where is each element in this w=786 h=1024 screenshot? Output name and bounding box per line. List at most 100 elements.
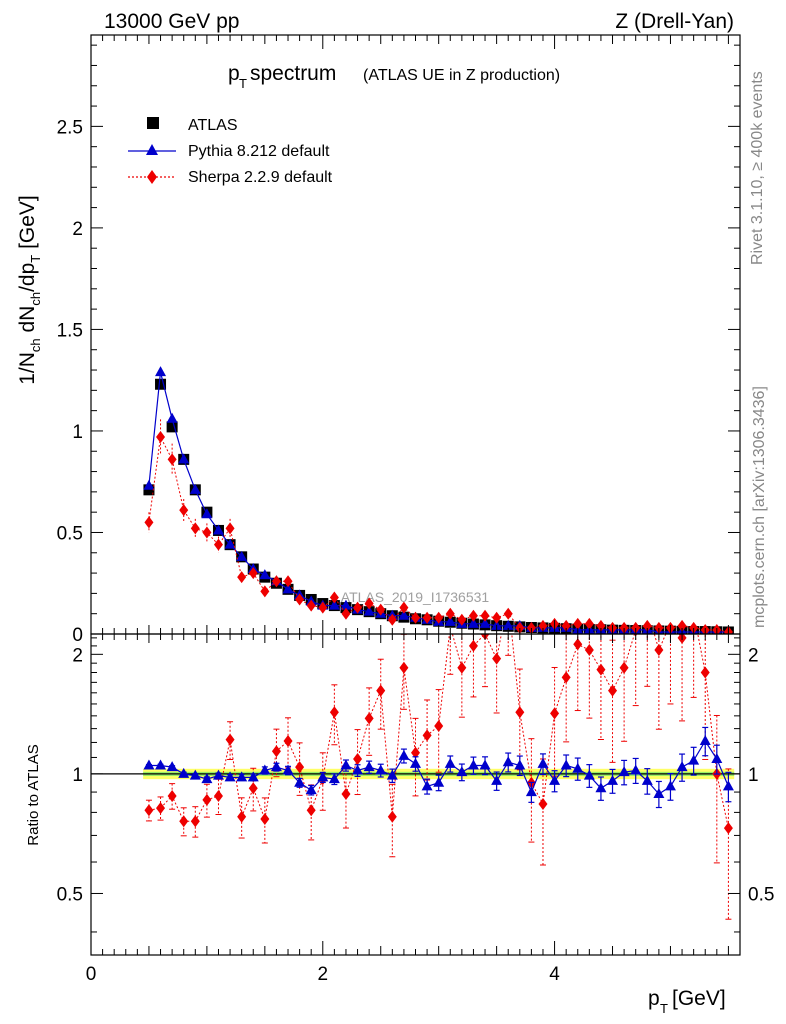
ratio-tick-label-right: 1: [748, 765, 759, 786]
atlas-point: [143, 484, 155, 496]
pythia-ratio-point: [525, 786, 537, 797]
pythia-ratio-point: [456, 766, 468, 777]
pythia-ratio-point: [514, 759, 526, 770]
svg-text:p: p: [228, 62, 240, 85]
sherpa-ratio-point: [538, 797, 548, 810]
sherpa-ratio-point: [387, 810, 397, 823]
sherpa-ratio-point: [237, 810, 247, 823]
atlas-point: [166, 421, 178, 433]
sherpa-ratio-point: [190, 815, 200, 828]
sherpa-ratio-point: [608, 684, 618, 697]
sherpa-point: [411, 611, 420, 624]
pythia-ratio-point: [270, 761, 282, 772]
pythia-ratio-point: [607, 774, 619, 785]
pythia-ratio-point: [155, 759, 167, 770]
pythia-ratio-point: [236, 771, 248, 782]
x-tick-label: 2: [317, 964, 328, 985]
sherpa-point: [515, 621, 525, 634]
sherpa-ratio-point: [723, 822, 733, 835]
sherpa-point: [526, 621, 536, 634]
sherpa-point: [631, 621, 641, 634]
sherpa-point: [492, 611, 502, 624]
y-axis-label: 1/Nch dNch/dpT [GeV]: [16, 195, 43, 385]
sherpa-point: [573, 617, 583, 630]
pythia-ratio-point: [641, 774, 653, 785]
svg-text:[GeV]: [GeV]: [672, 987, 726, 1010]
sherpa-ratio-point: [225, 733, 235, 746]
sherpa-ratio-point: [353, 753, 363, 766]
pythia-point: [398, 609, 410, 620]
sherpa-point: [422, 611, 432, 624]
sherpa-point: [619, 621, 629, 634]
pythia-point: [259, 569, 271, 580]
pythia-ratio-point: [386, 769, 398, 780]
x-axis-label: p T [GeV]: [648, 987, 726, 1016]
sherpa-point: [689, 621, 699, 634]
sherpa-ratio-point: [515, 706, 525, 719]
sherpa-point: [353, 601, 363, 614]
sherpa-point: [202, 526, 212, 539]
pythia-point: [502, 619, 514, 630]
ratio-tick-label-right: 2: [748, 645, 759, 666]
pythia-point: [340, 599, 352, 610]
y-tick-label: 1.5: [57, 320, 83, 341]
sherpa-ratio-point: [654, 644, 664, 657]
pythia-ratio-point: [363, 761, 375, 772]
sherpa-point: [179, 504, 189, 517]
title-rest: spectrum: [250, 62, 336, 85]
sherpa-ratio-point: [341, 787, 351, 800]
pythia-ratio-point: [502, 756, 514, 767]
pythia-ratio-point: [722, 780, 734, 791]
pythia-ratio-point: [340, 759, 352, 770]
title-p: p: [228, 62, 240, 85]
pythia-ratio-point: [178, 767, 190, 778]
pythia-ratio-point: [317, 771, 329, 782]
pythia-ratio-point: [421, 780, 433, 791]
sherpa-point: [387, 613, 397, 626]
pythia-point: [444, 615, 456, 626]
sherpa-point: [248, 567, 258, 580]
sherpa-point: [271, 575, 281, 588]
sherpa-point: [318, 601, 328, 614]
sherpa-point: [237, 571, 247, 584]
sherpa-ratio-point: [584, 644, 594, 657]
sherpa-ratio-point: [213, 789, 223, 802]
pythia-point: [236, 550, 248, 561]
atlas-point: [155, 378, 167, 390]
pythia-ratio-point: [410, 757, 421, 768]
title-sub: T: [239, 76, 247, 91]
pythia-ratio-point: [595, 782, 607, 793]
sherpa-ratio-point: [399, 661, 409, 674]
ratio-tick-label-right: 0.5: [748, 884, 774, 905]
sherpa-ratio-point: [689, 606, 698, 618]
sherpa-ratio-point: [179, 815, 189, 828]
title-paren: (ATLAS UE in Z production): [363, 67, 560, 84]
sherpa-ratio-point: [434, 719, 444, 732]
sherpa-point: [642, 619, 652, 632]
sherpa-point: [596, 619, 606, 632]
sherpa-ratio-point: [306, 804, 316, 817]
sherpa-point: [677, 619, 687, 632]
sherpa-point: [445, 607, 455, 620]
pythia-ratio-point: [664, 780, 676, 791]
pythia-point: [189, 483, 201, 494]
svg-text:spectrum: spectrum: [250, 62, 336, 85]
pythia-ratio-point: [711, 753, 723, 764]
y-tick-label: 2: [72, 219, 83, 240]
pythia-ratio-point: [537, 757, 549, 768]
sherpa-ratio-point: [260, 812, 270, 825]
pythia-ratio-point: [491, 774, 503, 785]
pythia-point: [201, 508, 213, 519]
pythia-ratio-point: [479, 759, 491, 770]
pythia-point: [363, 605, 375, 616]
sherpa-point: [364, 597, 374, 610]
pythia-ratio-point: [375, 764, 387, 775]
ratio-y-axis-label: Ratio to ATLAS: [25, 744, 42, 845]
sherpa-point: [190, 522, 200, 535]
plot-layers: 00.511.522.50 2 40.5 0.51 12 2: [57, 34, 774, 985]
ratio-panel-data: [143, 606, 734, 920]
sherpa-point: [654, 621, 664, 634]
pythia-ratio-point: [352, 764, 364, 775]
pythia-point: [224, 538, 236, 549]
sherpa-point: [167, 453, 177, 466]
